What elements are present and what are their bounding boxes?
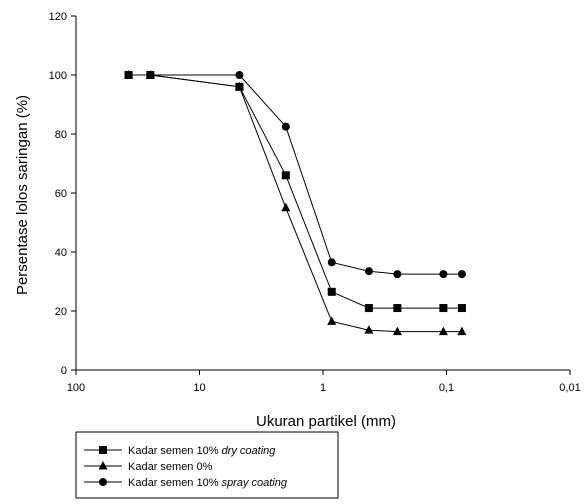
y-tick-label: 100 [49, 70, 67, 82]
circle-marker [327, 258, 336, 267]
series-triangle [124, 70, 467, 336]
x-tick-label: 0,1 [439, 382, 454, 394]
y-tick-label: 80 [55, 129, 67, 141]
circle-marker [124, 71, 133, 79]
x-tick-label: 10 [193, 382, 205, 394]
triangle-marker [364, 325, 374, 334]
circle-marker [281, 122, 290, 131]
series-square [124, 71, 466, 313]
axes: 0 20 40 60 80 100 120 100 10 1 0,1 0,01 [49, 11, 581, 394]
triangle-marker [327, 316, 337, 325]
legend-item: Kadar semen 0% [84, 461, 213, 473]
circle-marker [393, 270, 402, 279]
x-axis-label: Ukuran partikel (mm) [256, 413, 396, 430]
circle-marker [364, 267, 373, 276]
circle-marker [235, 71, 244, 79]
series-line [128, 74, 462, 309]
series-line [128, 74, 462, 333]
legend-box [75, 431, 339, 499]
series-line [128, 74, 462, 275]
circle-marker [146, 71, 155, 79]
x-tick-label: 1 [320, 382, 326, 394]
legend-item: Kadar semen 10% dry coating [84, 445, 276, 457]
x-tick-label: 0,01 [559, 382, 580, 394]
square-marker [281, 171, 290, 180]
triangle-marker [457, 326, 467, 336]
series-circle [124, 71, 466, 279]
square-marker [364, 304, 373, 313]
legend-label: Kadar semen 0% [128, 461, 213, 473]
square-marker [393, 304, 402, 313]
triangle-marker [234, 81, 244, 91]
x-tick-label: 100 [67, 382, 85, 394]
legend-label: Kadar semen 10% spray coating [128, 477, 288, 489]
y-axis-label: Persentase lolos saringan (%) [14, 95, 31, 295]
circle-marker [99, 478, 107, 486]
triangle-marker [438, 326, 448, 336]
y-tick-label: 0 [61, 365, 67, 377]
square-marker [327, 287, 336, 296]
circle-marker [439, 270, 448, 279]
y-tick-label: 120 [49, 11, 67, 23]
square-marker [99, 446, 107, 454]
triangle-marker [98, 461, 108, 470]
y-tick-label: 60 [55, 188, 67, 200]
y-tick-label: 20 [55, 306, 67, 318]
legend: Kadar semen 10% dry coating Kadar semen 0… [75, 431, 339, 499]
legend-label: Kadar semen 10% dry coating [128, 445, 276, 457]
square-marker [439, 304, 448, 313]
triangle-marker [392, 326, 402, 336]
legend-item: Kadar semen 10% spray coating [84, 477, 288, 489]
triangle-marker [281, 202, 291, 212]
series-layer [124, 70, 467, 336]
y-tick-label: 40 [55, 247, 67, 259]
square-marker [457, 304, 466, 313]
circle-marker [457, 270, 466, 279]
